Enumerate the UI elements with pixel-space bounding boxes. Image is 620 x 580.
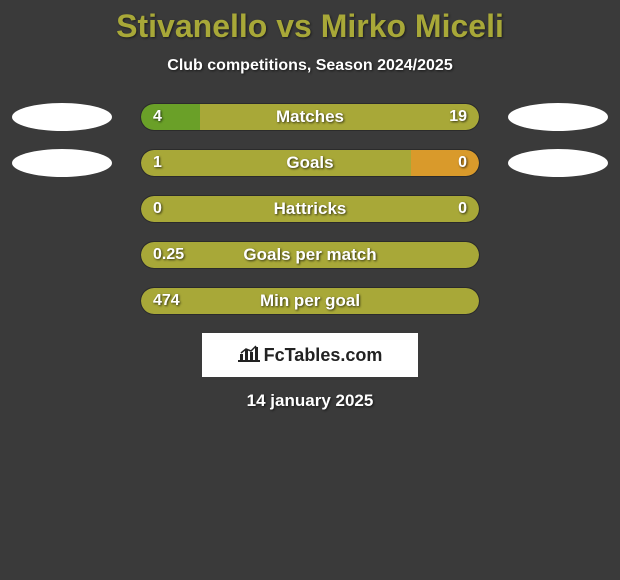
stat-bar: 419Matches	[140, 103, 480, 131]
stat-bar: 0.25Goals per match	[140, 241, 480, 269]
player-indicator-left	[12, 149, 112, 177]
stat-label: Matches	[141, 104, 479, 130]
stat-label: Goals per match	[141, 242, 479, 268]
date-label: 14 january 2025	[0, 391, 620, 411]
page-title: Stivanello vs Mirko Miceli	[0, 8, 620, 45]
stat-row: 00Hattricks	[0, 195, 620, 223]
chart-icon	[238, 344, 260, 367]
stat-label: Hattricks	[141, 196, 479, 222]
player-indicator-left	[12, 103, 112, 131]
stat-row: 474Min per goal	[0, 287, 620, 315]
stat-bar: 10Goals	[140, 149, 480, 177]
player-indicator-right	[508, 103, 608, 131]
subtitle: Club competitions, Season 2024/2025	[0, 57, 620, 75]
stat-row: 10Goals	[0, 149, 620, 177]
comparison-infographic: Stivanello vs Mirko Miceli Club competit…	[0, 0, 620, 411]
stat-row: 0.25Goals per match	[0, 241, 620, 269]
stat-label: Min per goal	[141, 288, 479, 314]
stat-row: 419Matches	[0, 103, 620, 131]
stat-label: Goals	[141, 150, 479, 176]
stat-bar: 00Hattricks	[140, 195, 480, 223]
stat-bar: 474Min per goal	[140, 287, 480, 315]
stat-rows: 419Matches 10Goals 00Hattricks 0.25Goals pe…	[0, 103, 620, 315]
player-indicator-right	[508, 149, 608, 177]
logo-box: FcTables.com	[202, 333, 418, 377]
logo-text: FcTables.com	[264, 345, 383, 366]
